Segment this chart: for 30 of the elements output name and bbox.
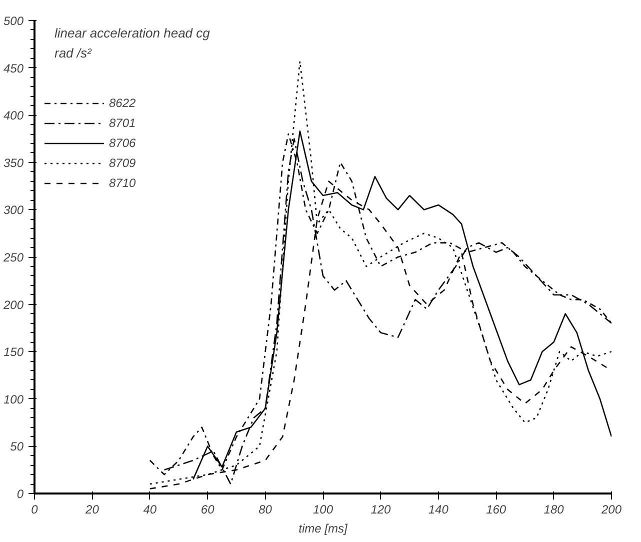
y-tick-label: 450 [3, 61, 24, 76]
legend-label: 8709 [109, 156, 136, 170]
y-tick-label: 150 [3, 345, 24, 360]
x-axis-title: time [ms] [298, 522, 348, 536]
legend-label: 8706 [109, 136, 136, 150]
y-tick-label: 100 [3, 392, 24, 406]
x-tick-label: 100 [312, 502, 334, 516]
x-tick-label: 80 [258, 502, 272, 516]
legend-label: 8710 [109, 176, 136, 190]
y-axis-title: rad /s² [54, 46, 92, 60]
y-tick-label: 300 [3, 203, 24, 218]
x-tick-label: 120 [370, 502, 392, 516]
legend-label: 8622 [109, 96, 136, 110]
x-tick-label: 60 [200, 502, 215, 516]
y-tick-label: 50 [10, 440, 24, 454]
x-tick-label: 140 [428, 502, 449, 516]
y-tick-label: 0 [16, 487, 24, 501]
x-tick-label: 200 [600, 502, 622, 516]
y-tick-label: 350 [3, 156, 24, 170]
x-tick-label: 160 [486, 502, 506, 516]
x-tick-label: 180 [544, 502, 564, 516]
y-tick-label: 400 [3, 108, 24, 123]
y-tick-label: 200 [2, 298, 24, 312]
chart-title: linear acceleration head cg [54, 26, 211, 40]
x-tick-label: 20 [84, 502, 100, 516]
y-tick-label: 250 [2, 250, 24, 264]
x-tick-label: 0 [31, 502, 38, 516]
legend-label: 8701 [109, 116, 136, 130]
y-tick-label: 500 [3, 14, 24, 28]
x-tick-label: 40 [143, 502, 157, 516]
